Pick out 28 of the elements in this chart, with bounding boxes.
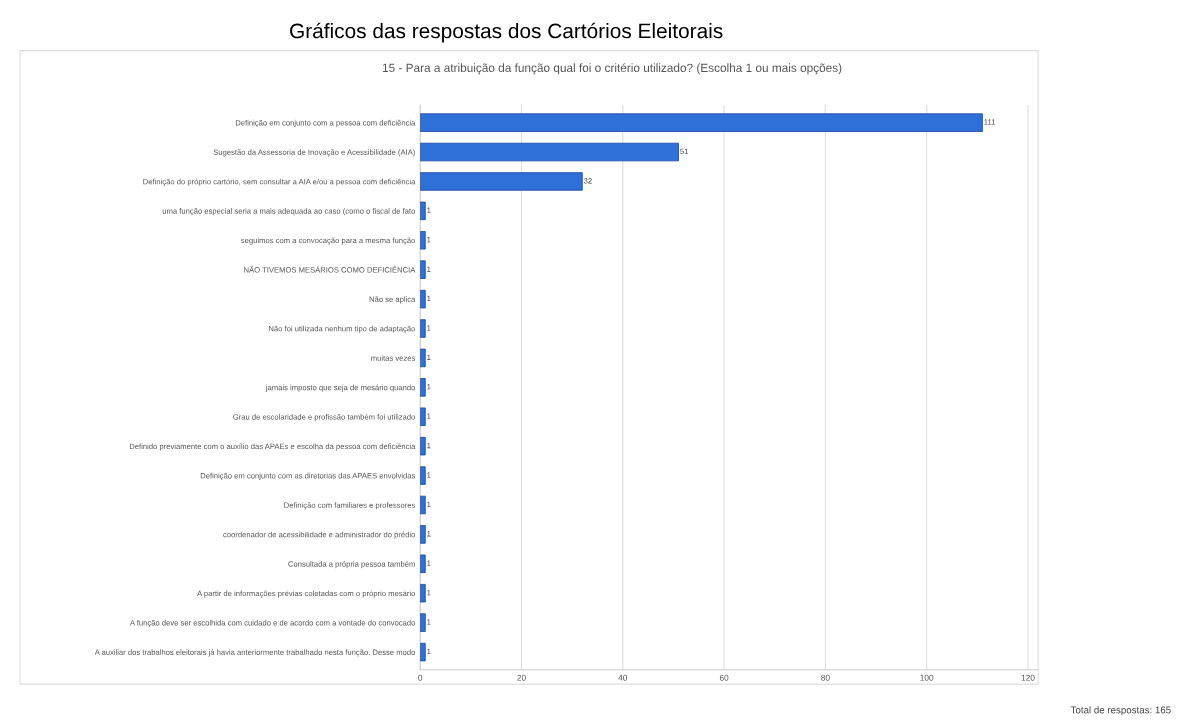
bar (420, 525, 426, 544)
bar (420, 348, 426, 368)
bar (420, 289, 426, 309)
x-tick-label: 20 (517, 674, 526, 681)
text: Total de respostas: 165 (1070, 706, 1171, 716)
bar (420, 642, 426, 662)
x-tick-label: 0 (418, 674, 423, 681)
bar (420, 201, 426, 221)
chart-title: Gráficos das respostas dos Cartórios Eleitorais (290, 22, 723, 43)
bar (420, 436, 426, 456)
x-tick-label: 60 (719, 674, 729, 681)
bar (420, 613, 426, 632)
bar (420, 466, 426, 485)
bar (420, 231, 426, 250)
x-tick-label: 120 (1021, 674, 1035, 681)
bar (420, 172, 583, 191)
bar (420, 378, 426, 397)
bar (420, 583, 426, 603)
bar (420, 260, 426, 279)
bar (420, 554, 426, 574)
x-tick-label: 100 (920, 674, 934, 681)
bar (420, 407, 426, 426)
bar (420, 319, 426, 338)
chart-subtitle: 15 - Para a atribuição da função qual foi o critério utilizado? (Escolha 1 ou mais opções) (382, 63, 842, 75)
x-tick-label: 80 (821, 674, 830, 681)
x-tick-label: 40 (618, 674, 628, 681)
bar (420, 113, 983, 132)
bar (420, 142, 679, 162)
